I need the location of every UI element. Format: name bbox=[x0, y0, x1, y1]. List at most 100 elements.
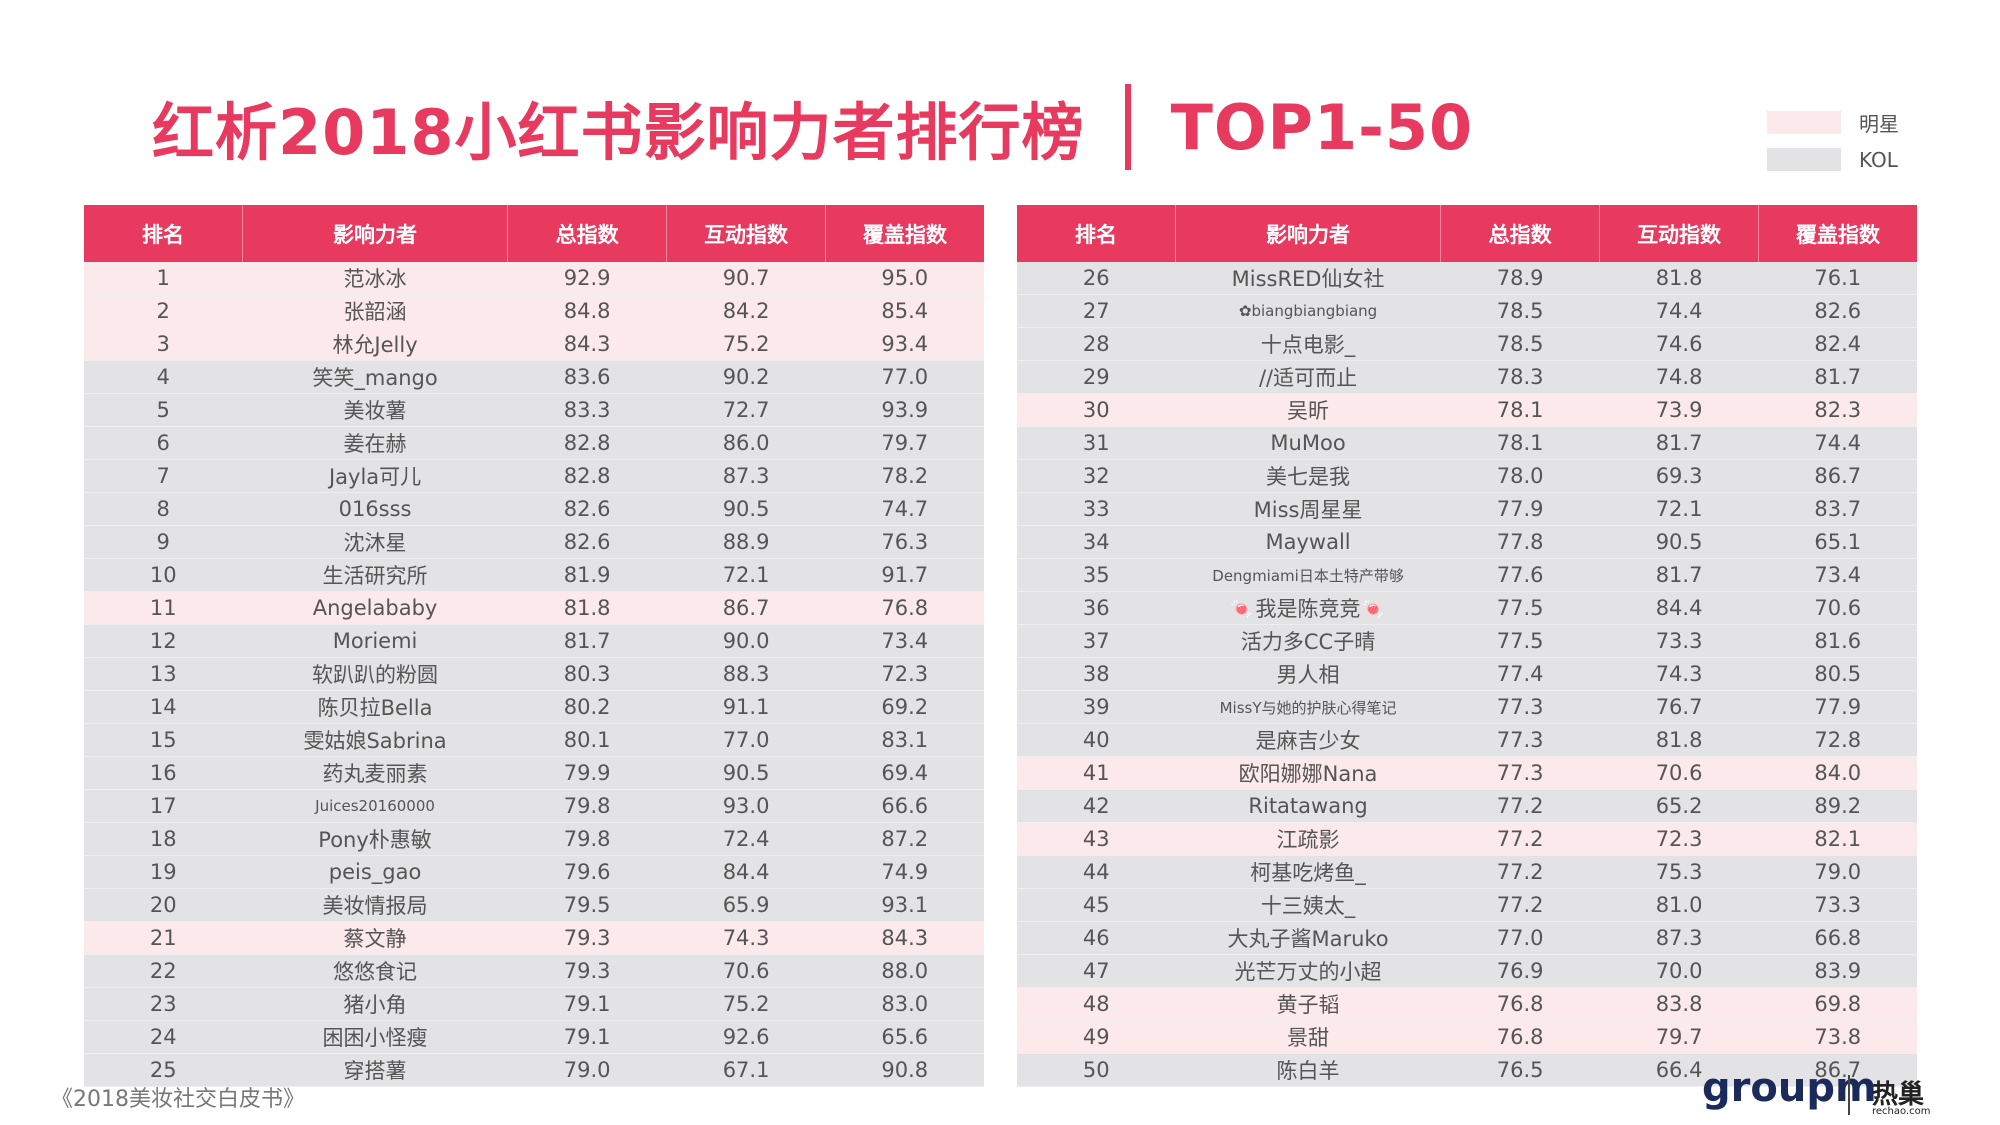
cell: 73.4 bbox=[825, 624, 984, 658]
table-row: 2 张韶涵 84.8 84.2 85.4 bbox=[84, 294, 984, 328]
cell: 86.7 bbox=[666, 591, 826, 625]
cell: 67.1 bbox=[666, 1053, 826, 1087]
influencer-name: 柯基吃烤鱼_ bbox=[1175, 855, 1441, 889]
table-row: 34 Maywall 77.8 90.5 65.1 bbox=[1017, 525, 1917, 559]
cell: 83.9 bbox=[1758, 954, 1917, 988]
influencer-name: 悠悠食记 bbox=[242, 954, 508, 988]
cell: 43 bbox=[1017, 822, 1176, 856]
influencer-name: Miss周星星 bbox=[1175, 492, 1441, 526]
cell: 30 bbox=[1017, 393, 1176, 427]
table-row: 12 Moriemi 81.7 90.0 73.4 bbox=[84, 624, 984, 658]
cell: 85.4 bbox=[825, 294, 984, 328]
table-row: 40 是麻吉少女 77.3 81.8 72.8 bbox=[1017, 723, 1917, 757]
cell: 69.8 bbox=[1758, 987, 1917, 1021]
column-header: 总指数 bbox=[1440, 205, 1601, 262]
cell: 92.9 bbox=[507, 262, 667, 295]
cell: 77.2 bbox=[1440, 822, 1600, 856]
table-row: 38 男人相 77.4 74.3 80.5 bbox=[1017, 657, 1917, 691]
cell: 72.8 bbox=[1758, 723, 1917, 757]
cell: 77.6 bbox=[1440, 558, 1600, 592]
cell: 66.6 bbox=[825, 789, 984, 823]
cell: 76.1 bbox=[1758, 262, 1917, 295]
influencer-name: //适可而止 bbox=[1175, 360, 1441, 394]
table-row: 29//适可而止 78.3 74.8 81.7 bbox=[1017, 360, 1917, 394]
cell: 21 bbox=[84, 921, 243, 955]
cell: 23 bbox=[84, 987, 243, 1021]
cell: 5 bbox=[84, 393, 243, 427]
cell: 84.8 bbox=[507, 294, 667, 328]
cell: 27 bbox=[1017, 294, 1176, 328]
table-row: 23 猪小角 79.1 75.2 83.0 bbox=[84, 987, 984, 1021]
influencer-name: 十三姨太_ bbox=[1175, 888, 1441, 922]
cell: 65.9 bbox=[666, 888, 826, 922]
cell: 79.8 bbox=[507, 822, 667, 856]
cell: 72.3 bbox=[1599, 822, 1759, 856]
cell: 81.8 bbox=[1599, 262, 1759, 295]
cell: 25 bbox=[84, 1053, 243, 1087]
cell: 80.5 bbox=[1758, 657, 1917, 691]
cell: 44 bbox=[1017, 855, 1176, 889]
cell: 91.7 bbox=[825, 558, 984, 592]
cell: 93.4 bbox=[825, 327, 984, 361]
cell: 95.0 bbox=[825, 262, 984, 295]
influencer-name: 雯姑娘Sabrina bbox=[242, 723, 508, 757]
cell: 87.2 bbox=[825, 822, 984, 856]
cell: 19 bbox=[84, 855, 243, 889]
influencer-name: MissY与她的护肤心得笔记 bbox=[1175, 690, 1441, 724]
cell: 66.4 bbox=[1599, 1053, 1759, 1087]
header-row: 排名 影响力者 总指数 互动指数 覆盖指数 bbox=[84, 205, 984, 262]
cell: 79.7 bbox=[1599, 1020, 1759, 1054]
cell: 78.9 bbox=[1440, 262, 1600, 295]
cell: 81.6 bbox=[1758, 624, 1917, 658]
table-row: 42 Ritatawang 77.2 65.2 89.2 bbox=[1017, 789, 1917, 823]
influencer-name: 016sss bbox=[242, 492, 508, 526]
cell: 77.3 bbox=[1440, 690, 1600, 724]
cell: 87.3 bbox=[1599, 921, 1759, 955]
cell: 91.1 bbox=[666, 690, 826, 724]
cell: 33 bbox=[1017, 492, 1176, 526]
influencer-name: 生活研究所 bbox=[242, 558, 508, 592]
cell: 72.1 bbox=[666, 558, 826, 592]
table-row: 44 柯基吃烤鱼_ 77.2 75.3 79.0 bbox=[1017, 855, 1917, 889]
cell: 22 bbox=[84, 954, 243, 988]
cell: 70.6 bbox=[666, 954, 826, 988]
influencer-name: peis_gao bbox=[242, 855, 508, 889]
cell: 84.4 bbox=[666, 855, 826, 889]
column-header: 覆盖指数 bbox=[1796, 222, 1881, 247]
table-row: 21 蔡文静 79.3 74.3 84.3 bbox=[84, 921, 984, 955]
legend-item: KOL bbox=[1767, 141, 1899, 178]
table-row: 6 姜在赫 82.8 86.0 79.7 bbox=[84, 426, 984, 460]
cell: 77.8 bbox=[1440, 525, 1600, 559]
table-row: 26 MissRED仙女社 78.9 81.8 76.1 bbox=[1017, 262, 1917, 295]
cell: 34 bbox=[1017, 525, 1176, 559]
cell: 73.8 bbox=[1758, 1020, 1917, 1054]
influencer-name: 笑笑_mango bbox=[242, 360, 508, 394]
cell: 77.2 bbox=[1440, 888, 1600, 922]
cell: 69.2 bbox=[825, 690, 984, 724]
cell: 77.4 bbox=[1440, 657, 1600, 691]
cell: 79.8 bbox=[507, 789, 667, 823]
cell: 75.2 bbox=[666, 987, 826, 1021]
title-separator bbox=[1124, 84, 1131, 170]
cell: 93.0 bbox=[666, 789, 826, 823]
cell: 82.1 bbox=[1758, 822, 1917, 856]
cell: 82.6 bbox=[507, 492, 667, 526]
table-row: 25 穿搭薯 79.0 67.1 90.8 bbox=[84, 1053, 984, 1087]
cell: 72.7 bbox=[666, 393, 826, 427]
table-row: 22 悠悠食记 79.3 70.6 88.0 bbox=[84, 954, 984, 988]
influencer-name: 男人相 bbox=[1175, 657, 1441, 691]
cell: 90.5 bbox=[666, 492, 826, 526]
table-row: 41 欧阳娜娜Nana 77.3 70.6 84.0 bbox=[1017, 756, 1917, 790]
cell: 79.3 bbox=[507, 921, 667, 955]
cell: 77.2 bbox=[1440, 855, 1600, 889]
table-row: 33 Miss周星星 77.9 72.1 83.7 bbox=[1017, 492, 1917, 526]
legend-label: 明星 bbox=[1859, 112, 1899, 136]
cell: 38 bbox=[1017, 657, 1176, 691]
cell: 77.5 bbox=[1440, 591, 1600, 625]
cell: 74.4 bbox=[1758, 426, 1917, 460]
cell: 26 bbox=[1017, 262, 1176, 295]
cell: 81.7 bbox=[507, 624, 667, 658]
cell: 74.7 bbox=[825, 492, 984, 526]
influencer-name: 十点电影_ bbox=[1175, 327, 1441, 361]
